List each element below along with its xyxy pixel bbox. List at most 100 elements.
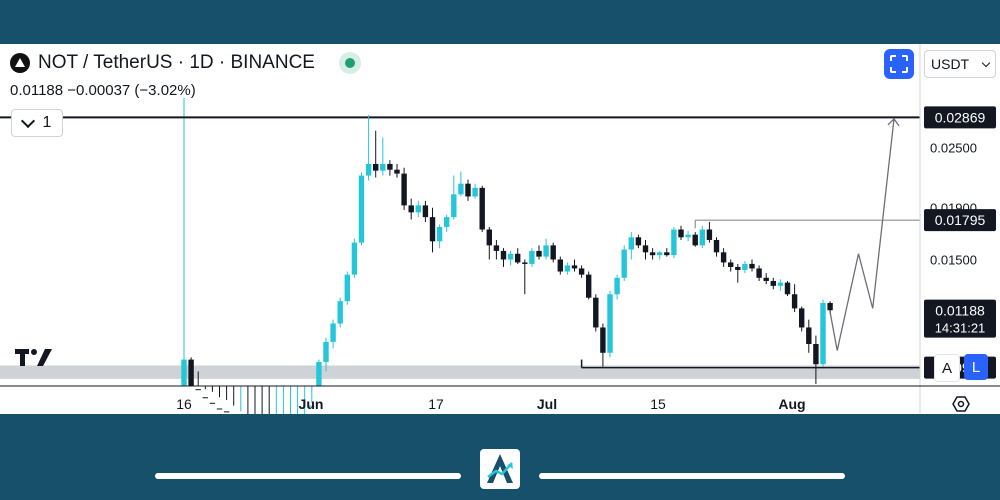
chevron-down-icon bbox=[20, 113, 35, 128]
candle-body bbox=[699, 229, 705, 246]
candle-body bbox=[791, 294, 798, 309]
candle bbox=[685, 230, 691, 242]
candle-body bbox=[578, 268, 585, 275]
candle bbox=[240, 386, 242, 412]
candle bbox=[365, 115, 372, 181]
candle bbox=[290, 386, 291, 414]
candle bbox=[316, 359, 322, 386]
candle bbox=[742, 260, 748, 274]
candle bbox=[763, 273, 769, 285]
candle bbox=[777, 279, 784, 291]
brand-logo-icon bbox=[480, 449, 520, 489]
candle-body bbox=[621, 249, 627, 278]
fullscreen-button[interactable] bbox=[884, 49, 914, 79]
candle-body bbox=[188, 359, 194, 386]
candle bbox=[507, 250, 514, 266]
candle-body bbox=[571, 265, 578, 269]
candle bbox=[813, 335, 819, 384]
candle-body bbox=[451, 194, 457, 218]
candle bbox=[820, 299, 826, 367]
candle-body bbox=[664, 252, 670, 256]
candle bbox=[713, 237, 720, 257]
candle-body bbox=[749, 263, 755, 269]
candle-body bbox=[692, 234, 698, 246]
x-tick-label: Jun bbox=[299, 396, 324, 412]
price-label: 0.01188 14:31:21 bbox=[924, 299, 996, 338]
candle-body bbox=[799, 308, 805, 328]
candle-body bbox=[728, 262, 734, 267]
candle bbox=[408, 198, 414, 220]
candle-body bbox=[557, 259, 563, 272]
live-status-icon bbox=[338, 52, 361, 74]
candle-body bbox=[543, 245, 549, 257]
auto-scale-button[interactable]: A bbox=[934, 354, 960, 382]
currency-select[interactable]: USDT bbox=[924, 50, 996, 78]
candle bbox=[297, 386, 299, 414]
x-tick-label: Jul bbox=[537, 396, 557, 412]
candle-body bbox=[600, 327, 606, 353]
indicators-toggle-button[interactable]: 1 bbox=[11, 109, 63, 137]
candle bbox=[444, 214, 450, 233]
candle bbox=[268, 386, 270, 414]
candle bbox=[543, 238, 549, 260]
candle bbox=[728, 259, 734, 272]
candle bbox=[749, 259, 755, 272]
price-label-text: 0.01795 bbox=[935, 212, 986, 228]
currency-label: USDT bbox=[931, 56, 970, 72]
candle bbox=[479, 185, 485, 233]
candle bbox=[209, 386, 216, 404]
candle-body bbox=[671, 229, 677, 256]
candle-body bbox=[564, 265, 571, 272]
candle bbox=[216, 386, 223, 410]
candle-body bbox=[813, 344, 819, 365]
candle-body bbox=[415, 205, 421, 213]
candle bbox=[586, 271, 592, 300]
candle-body bbox=[706, 229, 713, 240]
candle bbox=[806, 319, 812, 353]
candle bbox=[254, 386, 256, 414]
candle bbox=[756, 265, 762, 281]
candle-body bbox=[493, 245, 500, 251]
candle bbox=[607, 290, 613, 358]
candle-body bbox=[678, 229, 684, 238]
tradingview-logo[interactable] bbox=[15, 349, 53, 373]
symbol-title[interactable]: NOT / TetherUS · 1D · BINANCE bbox=[38, 52, 315, 73]
candle bbox=[358, 172, 365, 246]
candle-body bbox=[223, 411, 230, 413]
candle bbox=[330, 319, 336, 349]
candle bbox=[458, 171, 464, 197]
candle-body bbox=[770, 280, 776, 286]
projection-path bbox=[829, 118, 895, 351]
candle bbox=[351, 238, 358, 278]
candle bbox=[635, 234, 642, 249]
price-label-box bbox=[924, 299, 996, 338]
candle-body bbox=[593, 297, 599, 328]
candle bbox=[282, 386, 284, 414]
settings-icon[interactable] bbox=[952, 395, 970, 413]
candle bbox=[600, 323, 606, 367]
countdown-label: 14:31:21 bbox=[935, 321, 986, 336]
candle bbox=[380, 137, 386, 176]
candle bbox=[649, 248, 656, 260]
candle-body bbox=[515, 253, 521, 263]
candle-body bbox=[401, 173, 407, 206]
candle-body bbox=[657, 252, 663, 256]
candle bbox=[472, 183, 478, 199]
candle-body bbox=[536, 250, 542, 257]
candle-body bbox=[394, 169, 400, 174]
candle bbox=[735, 263, 741, 283]
candle-body bbox=[422, 205, 429, 218]
log-scale-button[interactable]: L bbox=[964, 354, 988, 380]
candle bbox=[451, 175, 457, 220]
candle bbox=[593, 294, 599, 332]
candle-body bbox=[337, 301, 343, 324]
candle bbox=[181, 359, 187, 386]
candle-body bbox=[529, 250, 535, 264]
candle bbox=[671, 226, 677, 259]
chart-panel[interactable] bbox=[0, 44, 1000, 414]
x-tick-label: 15 bbox=[650, 396, 666, 412]
candle bbox=[233, 386, 235, 406]
candle-body bbox=[586, 274, 592, 298]
candle bbox=[791, 284, 798, 313]
